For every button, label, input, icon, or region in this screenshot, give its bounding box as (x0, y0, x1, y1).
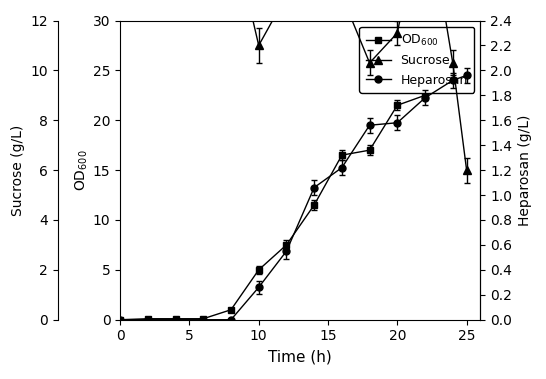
Legend: OD$_{600}$, Sucrose, Heparosan: OD$_{600}$, Sucrose, Heparosan (359, 27, 474, 93)
Y-axis label: Heparosan (g/L): Heparosan (g/L) (518, 114, 532, 226)
Y-axis label: OD$_{600}$: OD$_{600}$ (74, 149, 90, 191)
Y-axis label: Sucrose (g/L): Sucrose (g/L) (11, 124, 25, 216)
X-axis label: Time (h): Time (h) (269, 349, 332, 364)
